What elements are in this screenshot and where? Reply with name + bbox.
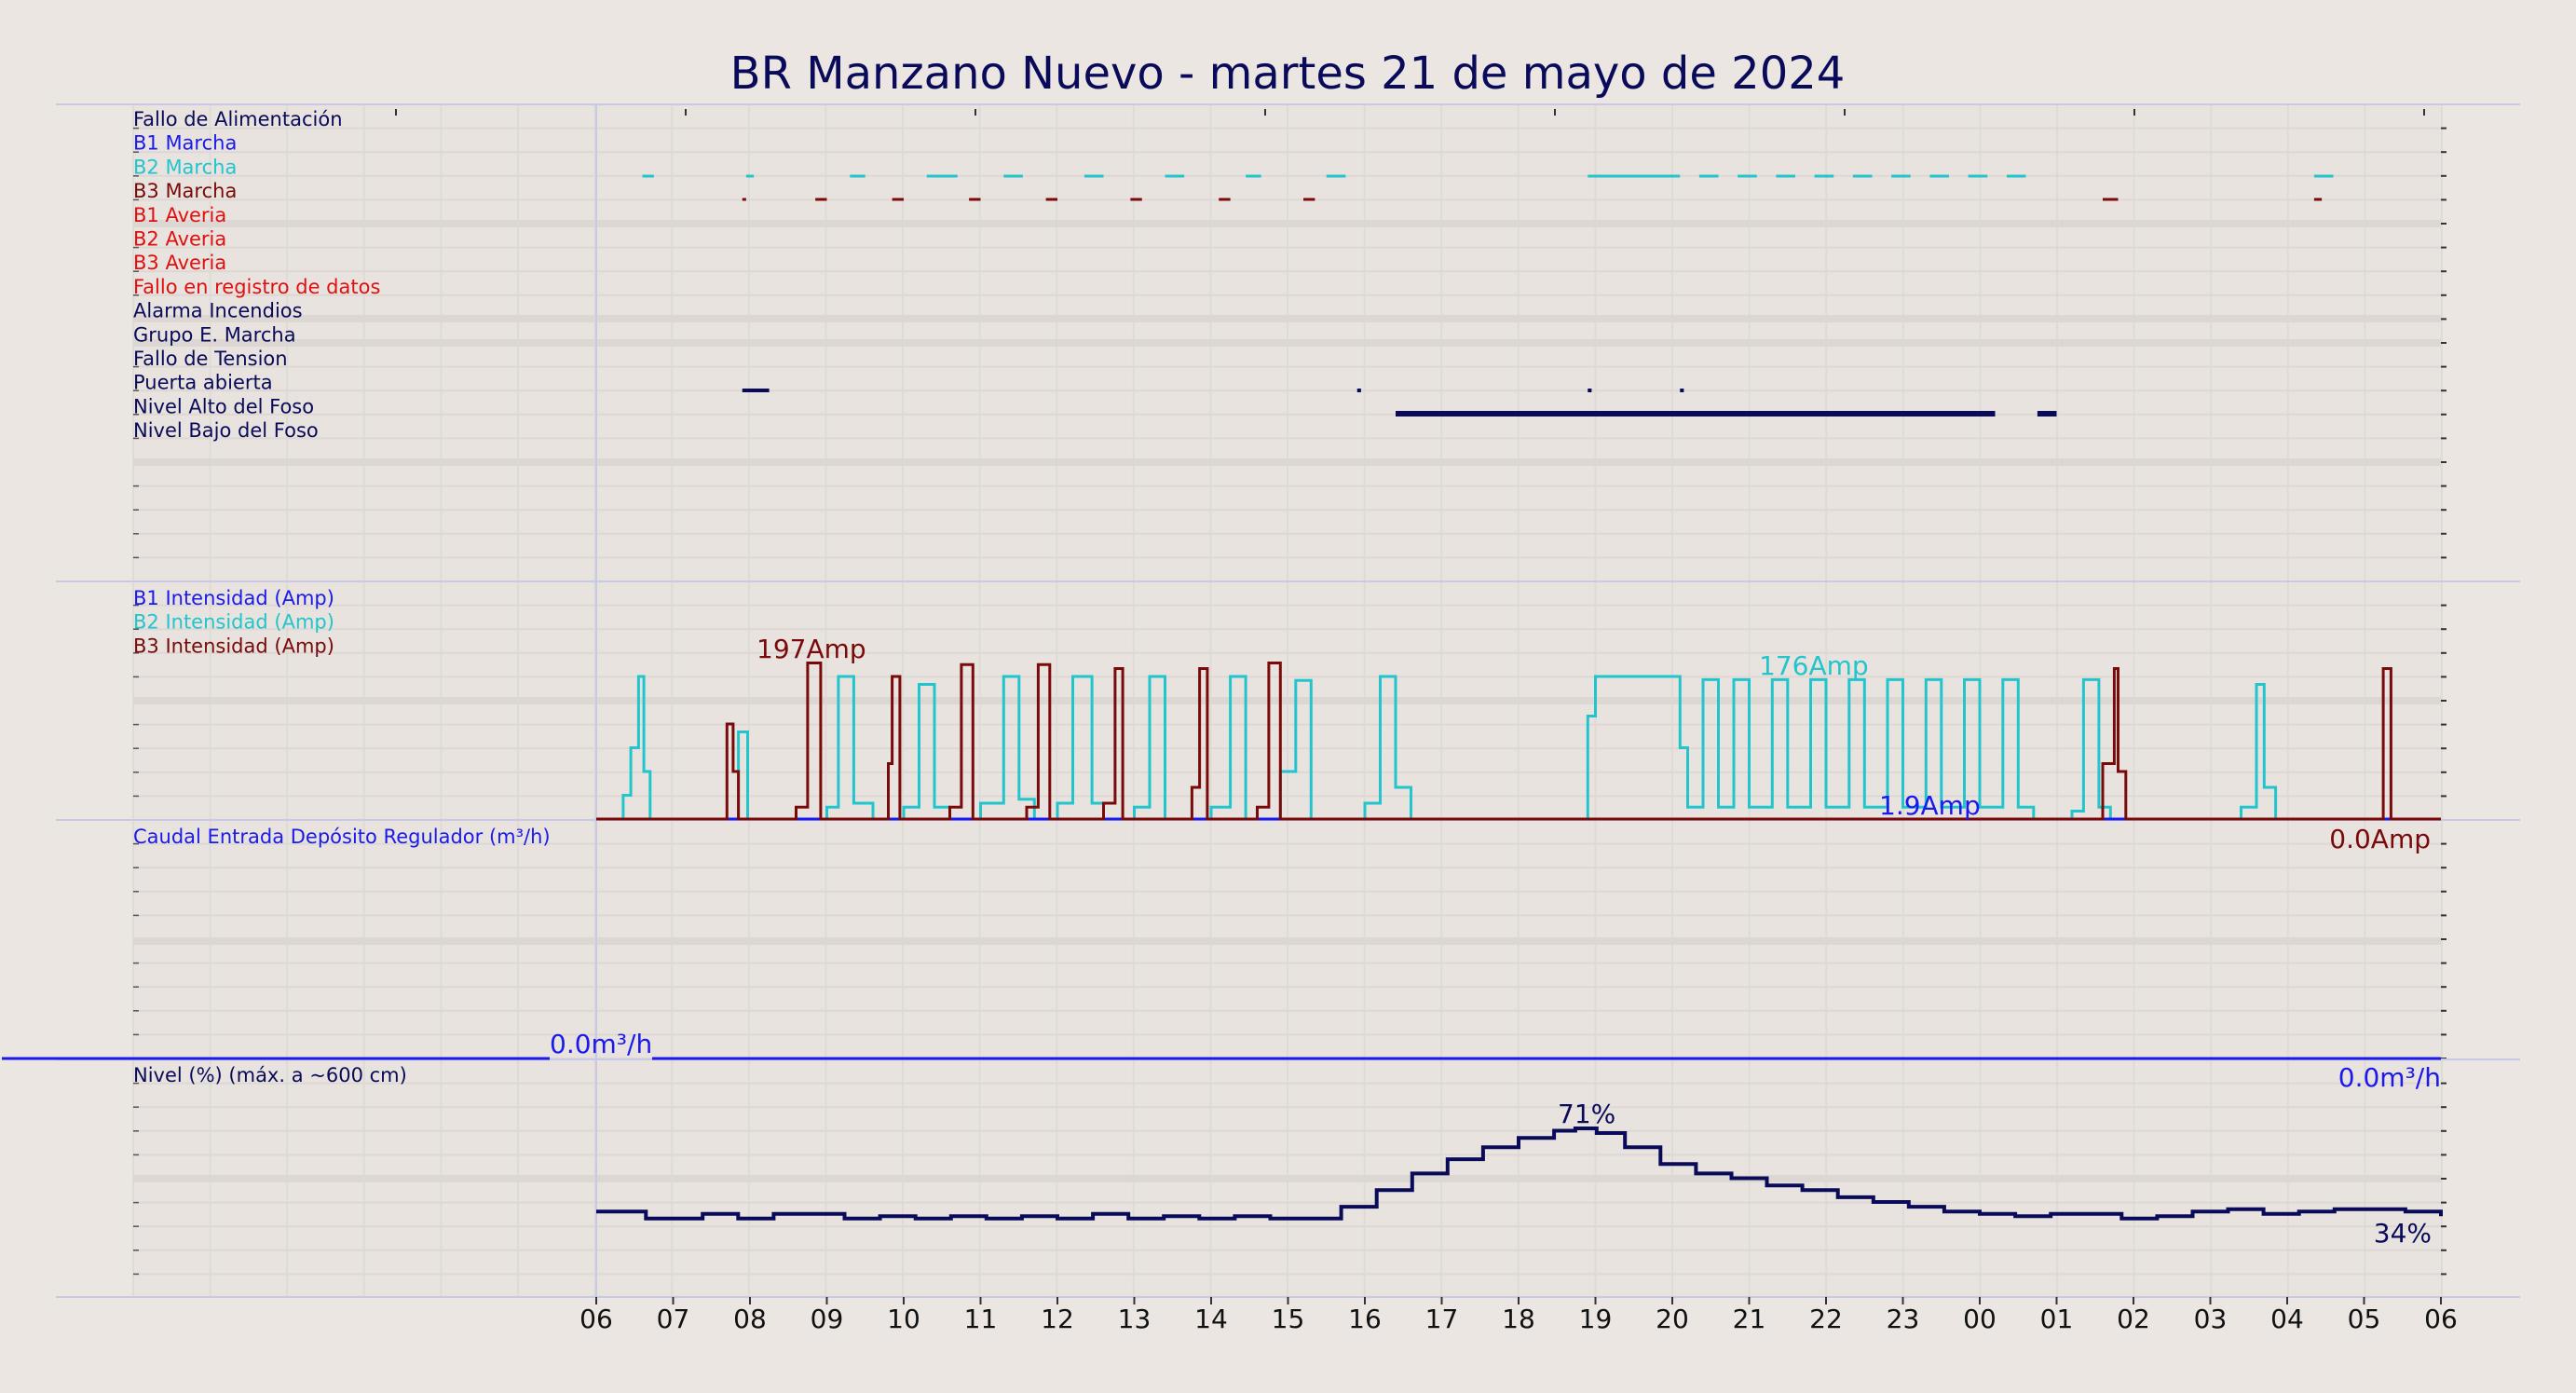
state-legend-item: Grupo E. Marcha [133, 323, 296, 346]
x-tick-label: 00 [1963, 1304, 1997, 1334]
x-tick-label: 11 [964, 1304, 998, 1334]
state-legend-item: B1 Averia [133, 204, 226, 226]
x-axis: 06 07 08 09 10 11 12 13 14 15 16 17 18 19 20 21 22 23 00 01… [579, 1297, 2458, 1334]
band [133, 315, 2441, 322]
state-legend-item: B2 Marcha [133, 156, 237, 178]
state-legend-item: Nivel Bajo del Foso [133, 419, 319, 442]
state-legend-item: B2 Averia [133, 228, 226, 251]
grid-layer [132, 104, 2447, 1297]
flow-legend-item: Caudal Entrada Depósito Regulador (m³/h) [133, 826, 551, 848]
annotation-flow-last: 0.0m³/h [2338, 1062, 2441, 1093]
state-legend-item: B3 Averia [133, 252, 226, 274]
x-tick-label: 14 [1194, 1304, 1228, 1334]
current-legend-item: B3 Intensidad (Amp) [133, 635, 334, 657]
x-tick-label: 12 [1041, 1304, 1074, 1334]
x-tick-label: 20 [1656, 1304, 1689, 1334]
x-tick-label: 13 [1118, 1304, 1152, 1334]
annotation-flow-first: 0.0m³/h [550, 1029, 652, 1059]
band [133, 697, 2441, 704]
x-tick-label: 16 [1348, 1304, 1382, 1334]
x-tick-label: 15 [1272, 1304, 1305, 1334]
annotation-layer: 197Amp 176Amp 1.9Amp 0.0Amp 0.0m³/h 0.0m³/h 71… [550, 634, 2441, 1249]
x-tick-label: 01 [2040, 1304, 2074, 1334]
band [133, 937, 2441, 945]
band [133, 458, 2441, 466]
annotation-b3-max: 197Amp [756, 634, 866, 664]
state-legend-item: B1 Marcha [133, 132, 237, 155]
series-line-level [596, 1127, 2443, 1221]
x-tick-label: 08 [733, 1304, 767, 1334]
x-tick-label: 05 [2348, 1304, 2381, 1334]
state-legend-item: B3 Marcha [133, 180, 237, 202]
x-tick-label: 06 [579, 1304, 613, 1334]
band [133, 220, 2441, 227]
x-tick-label: 17 [1425, 1304, 1459, 1334]
band [133, 339, 2441, 347]
x-tick-label: 23 [1887, 1304, 1920, 1334]
current-legend-item: B2 Intensidad (Amp) [133, 611, 334, 634]
annotation-b3-last: 0.0Amp [2329, 824, 2431, 854]
x-tick-label: 06 [2424, 1304, 2458, 1334]
state-legend-item: Alarma Incendios [133, 300, 303, 322]
x-tick-label: 18 [1502, 1304, 1535, 1334]
level-legend-item: Nivel (%) (máx. a ~600 cm) [133, 1064, 407, 1086]
x-tick-label: 07 [657, 1304, 690, 1334]
x-tick-label: 03 [2194, 1304, 2228, 1334]
x-tick-label: 09 [811, 1304, 844, 1334]
annotation-level-max: 71% [1558, 1099, 1615, 1129]
series-layer [2, 174, 2443, 1221]
band [133, 1175, 2441, 1182]
x-tick-label: 19 [1579, 1304, 1613, 1334]
annotation-b1-last: 1.9Amp [1879, 790, 1981, 821]
state-legend-item: Fallo en registro de datos [133, 276, 380, 298]
x-tick-label: 21 [1733, 1304, 1766, 1334]
x-tick-label: 02 [2117, 1304, 2150, 1334]
x-tick-label: 10 [887, 1304, 920, 1334]
current-legend-item: B1 Intensidad (Amp) [133, 587, 334, 609]
state-legend-item: Fallo de Tension [133, 348, 288, 370]
annotation-level-last: 34% [2374, 1218, 2432, 1249]
annotation-b2-max: 176Amp [1759, 650, 1869, 681]
state-legend-item: Fallo de Alimentación [133, 108, 343, 130]
x-tick-label: 22 [1809, 1304, 1843, 1334]
chart-title: BR Manzano Nuevo - martes 21 de mayo de … [730, 48, 1846, 100]
x-tick-label: 04 [2270, 1304, 2304, 1334]
state-legend-item: Nivel Alto del Foso [133, 395, 314, 417]
state-legend-item: Puerta abierta [133, 372, 273, 394]
series-line-b3-current [596, 662, 2441, 821]
